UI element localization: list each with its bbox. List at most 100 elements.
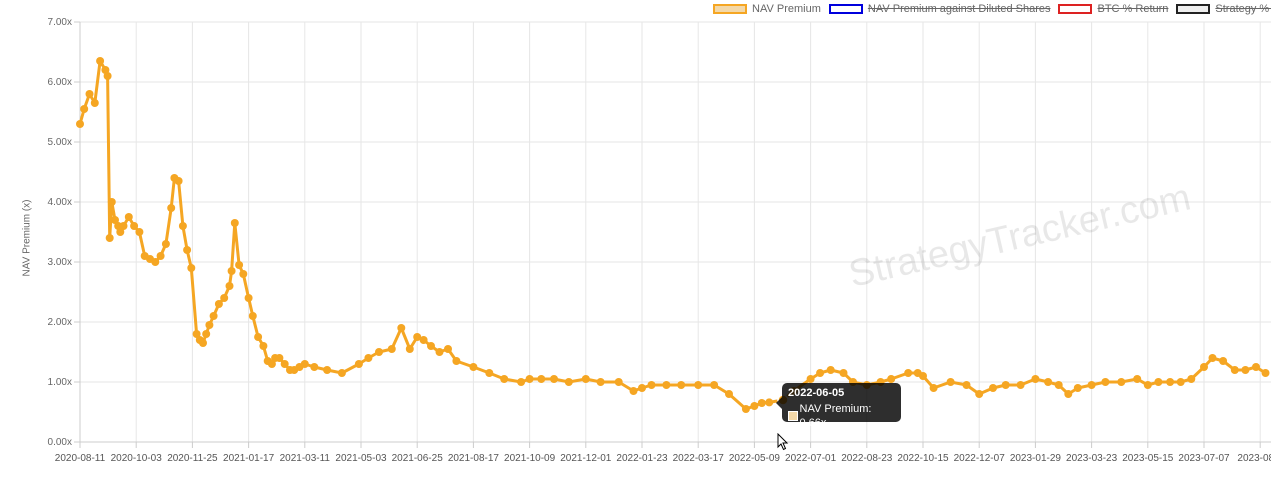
data-point [214, 300, 223, 308]
data-point [364, 354, 373, 362]
data-point [816, 369, 825, 377]
data-point [387, 345, 396, 353]
tooltip-row: NAV Premium: 0.66x [788, 402, 895, 430]
x-tick-label: 2022-07-01 [785, 453, 837, 464]
y-tick-label: 7.00x [48, 17, 72, 28]
legend-label-nav-premium: NAV Premium [752, 3, 821, 15]
data-point [192, 330, 201, 338]
data-point [826, 366, 835, 374]
data-point [1219, 357, 1228, 365]
legend-item-btc-return[interactable]: BTC % Return [1058, 3, 1168, 15]
data-point [209, 312, 218, 320]
data-point [239, 270, 248, 278]
data-point [537, 375, 546, 383]
data-point [116, 228, 125, 236]
x-tick-label: 2023-01-29 [1010, 453, 1062, 464]
data-point [101, 66, 110, 74]
data-point [135, 228, 144, 236]
data-point [989, 384, 997, 392]
data-point [525, 375, 534, 383]
data-point [806, 375, 815, 383]
data-point [1117, 378, 1126, 386]
data-point [323, 366, 332, 374]
legend-item-nav-premium-diluted[interactable]: NAV Premium against Diluted Shares [828, 3, 1051, 15]
mouse-cursor-icon [777, 433, 789, 451]
data-point [156, 252, 165, 260]
legend-label-strategy-return: Strategy % Ret [1215, 3, 1271, 15]
data-point [517, 378, 526, 386]
data-point [161, 240, 170, 248]
data-point [178, 222, 187, 230]
data-point [275, 354, 284, 362]
x-tick-label: 2021-03-11 [280, 453, 331, 464]
data-point [151, 258, 160, 266]
data-point [750, 402, 759, 410]
x-tick-label: 2020-11-25 [167, 453, 218, 464]
x-tick-label: 2020-08-11 [55, 453, 106, 464]
legend-item-nav-premium[interactable]: NAV Premium [713, 3, 821, 15]
data-point [1031, 375, 1040, 383]
data-point [310, 363, 319, 371]
y-tick-label: 0.00x [48, 437, 72, 448]
data-point [205, 321, 214, 329]
data-point [105, 234, 114, 242]
data-point [469, 363, 478, 371]
x-tick-label: 2021-12-01 [560, 453, 612, 464]
chart-tooltip: 2022-06-05 NAV Premium: 0.66x [776, 383, 901, 429]
data-point [1054, 381, 1063, 389]
data-point [259, 342, 268, 350]
data-point [946, 378, 955, 386]
data-point [248, 312, 257, 320]
data-point [839, 369, 848, 377]
y-tick-label: 5.00x [48, 137, 72, 148]
data-point [174, 177, 183, 185]
data-point [1143, 381, 1152, 389]
data-point [124, 213, 133, 221]
data-point [354, 360, 363, 368]
data-point [90, 99, 99, 107]
x-tick-label: 2023-03-23 [1066, 453, 1118, 464]
data-point [1166, 378, 1175, 386]
x-tick-label: 2021-05-03 [335, 453, 387, 464]
y-axis-title: NAV Premium (x) [21, 199, 33, 277]
data-point [452, 357, 461, 365]
data-point [119, 222, 128, 230]
data-point [1154, 378, 1163, 386]
data-point [638, 384, 646, 392]
data-point [725, 390, 733, 398]
data-point [199, 339, 207, 347]
data-point [614, 378, 623, 386]
x-tick-label: 2023-08-2 [1237, 453, 1271, 464]
data-point [96, 57, 105, 65]
data-point [107, 198, 116, 206]
data-point [235, 261, 244, 269]
data-point [694, 381, 703, 389]
data-point [1230, 366, 1239, 374]
data-point [103, 72, 112, 80]
x-tick-label: 2022-10-15 [897, 453, 949, 464]
x-tick-label: 2020-10-03 [111, 453, 163, 464]
data-point [1001, 381, 1010, 389]
data-point [427, 342, 435, 350]
tooltip-value: NAV Premium: 0.66x [799, 403, 872, 429]
x-tick-label: 2022-01-23 [616, 453, 668, 464]
data-point [1261, 369, 1270, 377]
data-point [1064, 390, 1073, 398]
data-point [220, 294, 229, 302]
x-tick-label: 2023-07-07 [1178, 453, 1230, 464]
data-point [1208, 354, 1217, 362]
legend-item-strategy-return[interactable]: Strategy % Ret [1176, 3, 1271, 15]
data-point [975, 390, 984, 398]
data-point [111, 216, 119, 224]
legend-swatch-strategy-return [1176, 4, 1211, 14]
data-point [741, 405, 750, 413]
data-point [500, 375, 509, 383]
data-point [254, 333, 263, 341]
legend-label-nav-premium-diluted: NAV Premium against Diluted Shares [867, 3, 1051, 15]
data-point [267, 360, 276, 368]
x-tick-label: 2021-10-09 [504, 453, 556, 464]
x-tick-label: 2022-03-17 [673, 453, 725, 464]
data-point [76, 120, 84, 128]
data-point [962, 381, 971, 389]
